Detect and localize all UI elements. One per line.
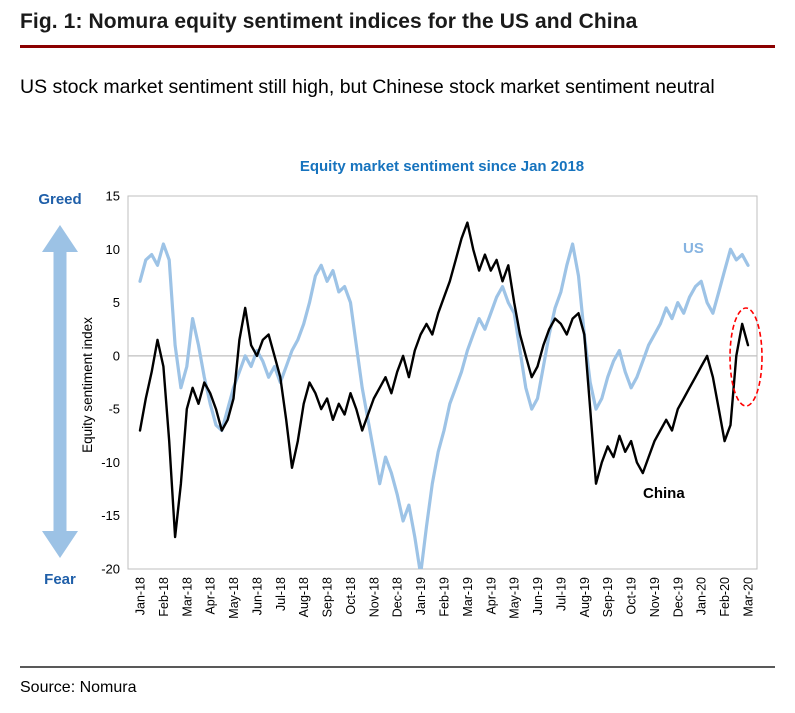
fear-label: Fear (44, 571, 76, 588)
y-axis-title: Equity sentiment index (80, 317, 95, 453)
x-tick-label: Mar-20 (742, 577, 756, 617)
x-tick-label: Aug-19 (578, 577, 592, 617)
y-tick-label: -5 (108, 402, 120, 417)
china-series-label: China (643, 485, 685, 502)
figure-title: Fig. 1: Nomura equity sentiment indices … (20, 10, 638, 33)
x-tick-label: May-18 (227, 577, 241, 619)
chart-series (138, 221, 750, 569)
y-axis-tick-labels: 15 10 5 0 -5 -10 -15 -20 (101, 189, 120, 577)
x-tick-label: Mar-19 (461, 577, 475, 617)
series-line-china (138, 221, 750, 539)
x-tick-label: Jan-20 (695, 577, 709, 615)
x-tick-label: Apr-19 (484, 577, 498, 615)
x-tick-label: Nov-19 (648, 577, 662, 617)
title-divider-rule (20, 45, 775, 48)
x-tick-label: Jan-18 (134, 577, 148, 615)
sentiment-line-chart: Equity market sentiment since Jan 2018 G… (38, 158, 763, 619)
x-tick-label: Jul-18 (274, 577, 288, 611)
x-tick-label: Jan-19 (414, 577, 428, 615)
x-tick-label: Jul-19 (554, 577, 568, 611)
x-axis-tick-labels: Jan-18 Feb-18 Mar-18 Apr-18 May-18 Jun-18 Jul-… (134, 577, 756, 619)
x-tick-label: Apr-18 (204, 577, 218, 615)
x-tick-label: Jun-18 (250, 577, 264, 615)
y-tick-label: 5 (113, 295, 120, 310)
x-tick-label: Aug-18 (297, 577, 311, 617)
x-tick-label: Dec-19 (671, 577, 685, 617)
highlight-ellipse (729, 307, 763, 407)
figure-subtitle: US stock market sentiment still high, bu… (20, 76, 715, 98)
x-tick-label: Mar-18 (180, 577, 194, 617)
us-series-label: US (683, 240, 704, 257)
x-tick-label: Jun-19 (531, 577, 545, 615)
greed-label: Greed (38, 191, 81, 208)
y-tick-label: -15 (101, 508, 120, 523)
y-tick-label: 15 (106, 189, 120, 204)
x-tick-label: Sep-18 (321, 577, 335, 617)
x-tick-label: Nov-18 (367, 577, 381, 617)
chart-title: Equity market sentiment since Jan 2018 (300, 158, 584, 175)
y-tick-label: -20 (101, 562, 120, 577)
x-tick-label: Feb-20 (718, 577, 732, 617)
source-label: Source: Nomura (20, 679, 137, 696)
y-tick-label: 10 (106, 242, 120, 257)
x-tick-label: Feb-18 (157, 577, 171, 617)
series-line-us (138, 242, 750, 569)
source-divider-rule (20, 666, 775, 668)
chart-axes (127, 195, 758, 570)
x-tick-label: Feb-19 (438, 577, 452, 617)
x-tick-label: May-19 (508, 577, 522, 619)
y-tick-label: -10 (101, 455, 120, 470)
y-tick-label: 0 (113, 348, 120, 363)
greed-fear-arrow-icon (42, 225, 78, 558)
x-tick-label: Sep-19 (601, 577, 615, 617)
x-tick-label: Dec-18 (391, 577, 405, 617)
x-tick-label: Oct-19 (625, 577, 639, 615)
x-tick-label: Oct-18 (344, 577, 358, 615)
